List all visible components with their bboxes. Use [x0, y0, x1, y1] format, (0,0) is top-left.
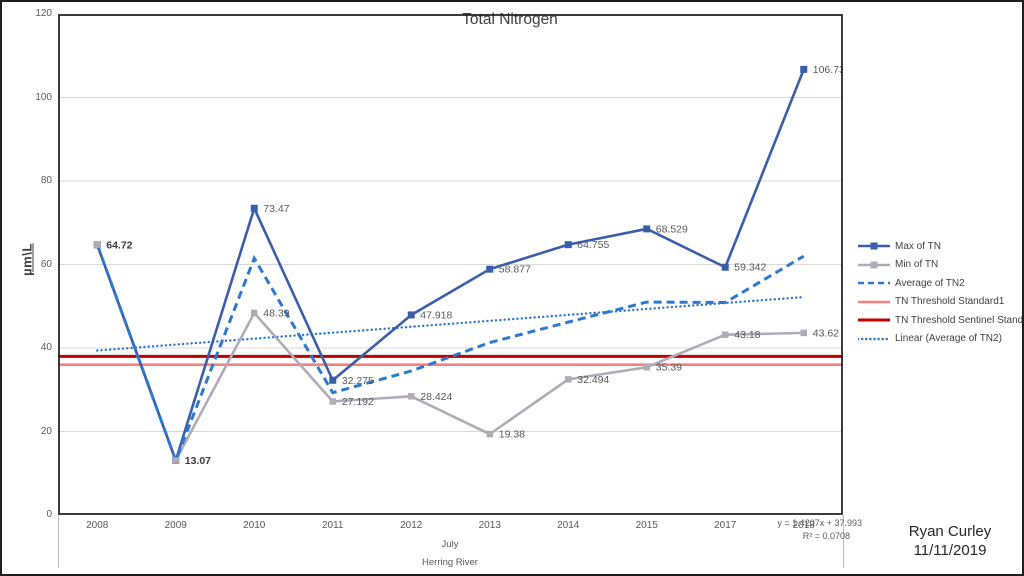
x-tick-label: 2018 [792, 520, 815, 531]
x-axis-group-label-site: Herring River [422, 557, 478, 568]
legend-swatch [858, 242, 890, 250]
data-label: 68.529 [656, 223, 688, 235]
data-label: 32.275 [342, 375, 374, 387]
legend-swatch [858, 282, 890, 285]
data-label: 73.47 [263, 203, 289, 215]
marker-min-of-tn [722, 331, 729, 338]
legend-label: TN Threshold Standard1 [895, 296, 1005, 308]
data-label: 58.877 [499, 264, 531, 276]
marker-min-of-tn [800, 329, 807, 337]
y-tick-label: 0 [46, 509, 52, 520]
plot-border [58, 14, 843, 515]
data-label: 28.424 [420, 391, 452, 403]
x-tick-label: 2009 [164, 520, 187, 531]
x-tick-label: 2013 [478, 520, 501, 531]
y-tick-label: 40 [40, 342, 52, 353]
marker-max-of-tn [329, 376, 337, 384]
chart-plot-area: 64.72 13.07 73.47 32.275 47.918 58.877 64.755 6… [58, 14, 843, 515]
marker-min-of-tn [408, 393, 415, 400]
data-label: 64.755 [577, 239, 609, 251]
legend-item: Min of TN [858, 256, 1024, 275]
trendline-r-squared: R² = 0.0708 [802, 531, 850, 541]
data-label: 43.18 [734, 329, 760, 341]
legend-item: TN Threshold Standard1 [858, 293, 1024, 312]
series-line-2 [95, 244, 805, 465]
legend-label: Max of TN [895, 240, 941, 252]
marker-max-of-tn [407, 311, 415, 319]
data-label: 35.39 [656, 362, 682, 374]
y-tick-label: 100 [35, 91, 52, 103]
trendline-equation-block: y = 1.4207x + 37.993 R² = 0.0708 [690, 517, 862, 543]
data-label: 106.736883 [813, 64, 843, 76]
legend-swatch [858, 318, 890, 322]
marker-min-of-tn [329, 398, 336, 405]
marker-max-of-tn [721, 263, 729, 271]
trendline-linear [96, 295, 805, 352]
x-tick-label: 2011 [321, 520, 344, 531]
y-tick-label: 20 [40, 425, 52, 437]
marker-min-of-tn [172, 457, 179, 464]
x-tick-label: 2015 [635, 520, 658, 531]
series-line-1 [96, 244, 804, 464]
x-tick-label: 2014 [557, 520, 580, 531]
data-label: 13.07 [185, 455, 211, 467]
marker-min-of-tn [486, 430, 493, 438]
legend-label: Linear (Average of TN2) [895, 333, 1002, 345]
legend-item: TN Threshold Sentinel Standard [858, 311, 1024, 330]
legend: Max of TN Min of TN Average of TN2 TN Thres… [858, 237, 1024, 348]
x-tick-label: 2008 [86, 520, 109, 531]
data-label: 64.72 [106, 239, 132, 251]
x-tick-label: 2010 [243, 520, 266, 531]
marker-max-of-tn [486, 265, 494, 273]
data-label: 43.62 [813, 327, 839, 339]
marker-min-of-tn [94, 241, 101, 249]
data-label: 48.39 [263, 307, 289, 319]
marker-max-of-tn [800, 65, 808, 73]
legend-item: Linear (Average of TN2) [858, 330, 1024, 349]
marker-max-of-tn [564, 241, 572, 249]
axis-divider-right [843, 515, 844, 568]
data-label: 47.918 [420, 309, 452, 321]
marker-max-of-tn [643, 225, 651, 233]
y-tick-label: 80 [40, 175, 52, 186]
axis-divider-left [58, 515, 59, 568]
author-name: Ryan Curley [908, 523, 992, 540]
data-label: 32.494 [577, 374, 609, 386]
marker-min-of-tn [251, 309, 258, 317]
x-axis-group-label-month: July [441, 539, 459, 550]
marker-min-of-tn [565, 376, 572, 383]
data-label: 27.192 [342, 396, 374, 408]
data-label: 19.38 [499, 429, 525, 441]
trendline-equation: y = 1.4207x + 37.993 [777, 518, 862, 528]
x-tick-label: 2017 [714, 520, 737, 531]
data-label: 59.342 [734, 262, 766, 274]
marker-min-of-tn [643, 363, 650, 371]
legend-swatch [858, 337, 890, 340]
legend-swatch [858, 261, 890, 269]
legend-label: Min of TN [895, 259, 939, 271]
y-tick-label: 120 [35, 8, 52, 19]
legend-item: Average of TN2 [858, 274, 1024, 293]
legend-label: Average of TN2 [895, 277, 965, 289]
author-block: Ryan Curley 11/11/2019 [880, 522, 1020, 560]
series-line-0 [96, 68, 805, 465]
legend-label: TN Threshold Sentinel Standard [895, 314, 1024, 326]
legend-swatch [858, 300, 890, 303]
author-date: 11/11/2019 [913, 542, 987, 559]
marker-max-of-tn [250, 204, 258, 212]
legend-item: Max of TN [858, 237, 1024, 256]
y-tick-label: 60 [40, 258, 52, 270]
x-tick-label: 2012 [400, 520, 423, 531]
